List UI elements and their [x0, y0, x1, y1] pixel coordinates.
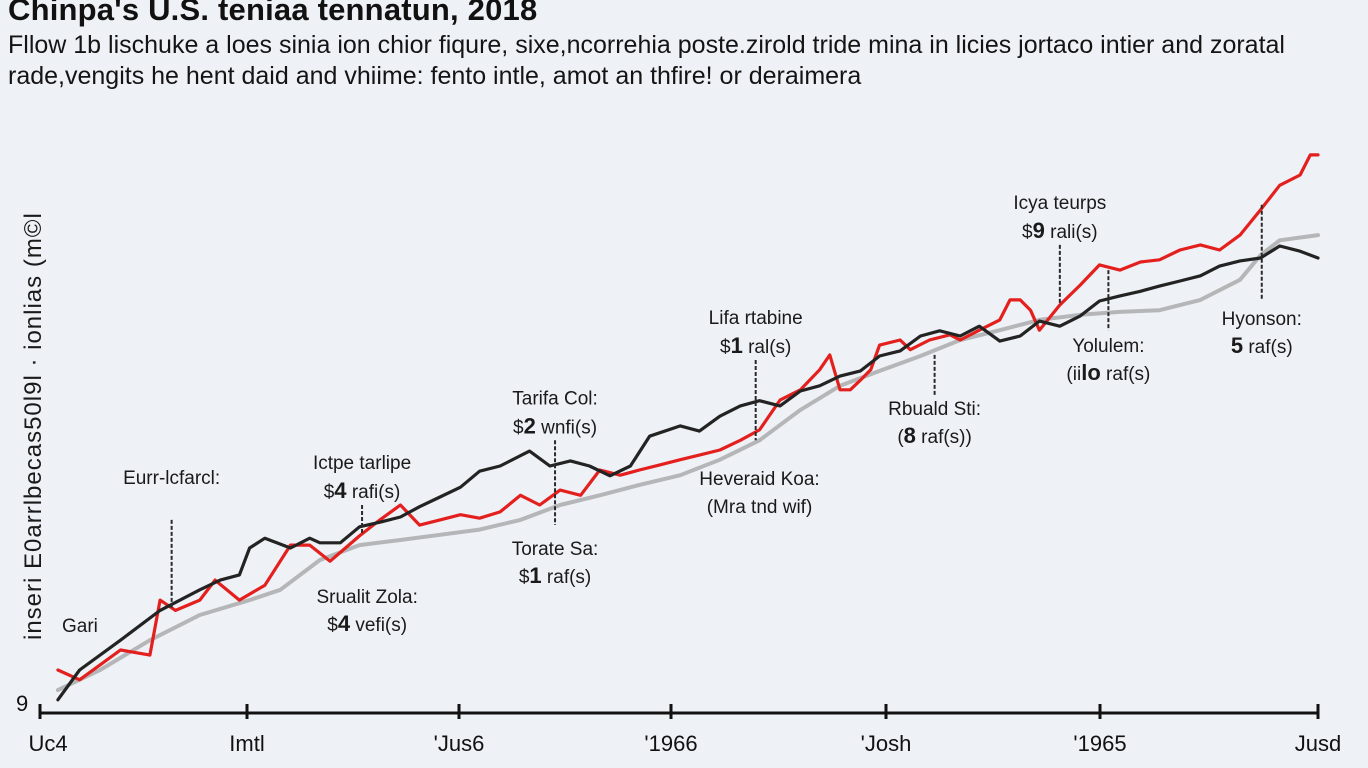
annotation-value-prefix: $ [519, 567, 530, 588]
annotation-value-suffix: vefi(s) [350, 615, 407, 636]
annotation-value: (8 raf(s)) [897, 423, 972, 448]
x-tick-label: Uc4 [28, 731, 67, 756]
annotation: Srualit Zola: $4 vefi(s) [316, 587, 417, 636]
annotation-value-number: 9 [1033, 218, 1045, 243]
annotation-value-suffix: raf(s) [1243, 337, 1293, 358]
annotation-value-suffix: rali(s) [1045, 222, 1098, 243]
annotation: Eurr-lcfarcl: [123, 468, 220, 610]
annotation-value-suffix: raf(s) [542, 567, 592, 588]
annotation-value: $1 raf(s) [519, 563, 591, 588]
annotation-value: (Mra tnd wif) [707, 497, 813, 518]
annotation-value-prefix: $ [513, 417, 524, 438]
annotation-value: (iilo raf(s) [1066, 360, 1150, 385]
annotation-title: Torate Sa: [512, 539, 599, 560]
annotation-title: Icya teurps [1013, 193, 1106, 214]
annotation-value-number: 4 [338, 611, 351, 636]
annotation: Tarifa Col: $2 wnfi(s) [512, 388, 598, 526]
annotation-value-suffix: raf(s) [1101, 364, 1151, 385]
annotation-value-prefix: $ [324, 482, 335, 503]
annotation: Gari [62, 616, 98, 637]
annotation-title: Tarifa Col: [512, 388, 598, 409]
annotation-title: Gari [62, 616, 98, 637]
annotation-value-suffix: Mra tnd wif) [713, 497, 812, 518]
annotation-value-prefix: (ii [1066, 364, 1081, 385]
annotation: Heveraid Koa: (Mra tnd wif) [699, 469, 819, 518]
gray-series-line [55, 233, 1320, 693]
series-layer [55, 153, 1320, 702]
annotation-title: Rbuald Sti: [888, 399, 981, 420]
annotation: Torate Sa: $1 raf(s) [512, 539, 599, 588]
annotation-title: Yolulem: [1072, 336, 1144, 357]
annotation: Lifa rtabine $1 ral(s) [709, 308, 803, 441]
annotation-value-number: 8 [904, 423, 916, 448]
annotation-title: Eurr-lcfarcl: [123, 468, 220, 489]
annotation-value-prefix: $ [720, 337, 731, 358]
annotation: Rbuald Sti: (8 raf(s)) [888, 354, 981, 448]
x-axis: Uc4 Imtl 'Jus6 '1966 'Josh '1965 Jusd 9 [16, 691, 1341, 756]
annotation-title: Heveraid Koa: [699, 469, 819, 490]
annotation-layer: Eurr-lcfarcl: Gari Ictpe tarlipe $4 rafi(s)… [62, 193, 1302, 637]
x-tick-label: '1966 [644, 731, 697, 756]
x-tick-label: 'Jus6 [434, 731, 485, 756]
annotation-value-prefix: ( [707, 497, 714, 518]
annotation: Yolulem: (iilo raf(s) [1066, 270, 1150, 385]
chart-subtitle: Fllow 1b lischuke a loes sinia ion chior… [8, 31, 1285, 90]
annotation-title: Lifa rtabine [709, 308, 803, 329]
annotation-value: $4 rafi(s) [324, 478, 401, 503]
annotation: Hyonson: 5 raf(s) [1222, 204, 1302, 358]
annotation-value-number: 1 [529, 563, 541, 588]
annotation-title: Hyonson: [1222, 309, 1302, 330]
y-origin-label: 9 [16, 691, 28, 716]
annotation-value-suffix: rafi(s) [347, 482, 401, 503]
x-tick-label: Jusd [1295, 731, 1341, 756]
annotation-value-number: 4 [334, 478, 347, 503]
annotation-value-suffix: raf(s)) [916, 427, 972, 448]
annotation-value: $9 rali(s) [1022, 218, 1098, 243]
black-series-line [56, 244, 1320, 702]
annotation-value-number: 1 [731, 333, 743, 358]
annotation-value-prefix: ( [897, 427, 904, 448]
annotation-value-number: 2 [524, 413, 536, 438]
annotation-value: $4 vefi(s) [327, 611, 407, 636]
annotation-value: $1 ral(s) [720, 333, 791, 358]
annotation: Icya teurps $9 rali(s) [1013, 193, 1106, 306]
annotation-value-suffix: ral(s) [743, 337, 792, 358]
x-tick-label: '1965 [1073, 731, 1126, 756]
annotation-value-prefix: $ [327, 615, 338, 636]
annotation-title: Ictpe tarlipe [313, 453, 411, 474]
annotation-value-prefix: $ [1022, 222, 1033, 243]
x-tick-label: Imtl [229, 731, 264, 756]
red-series-line [56, 153, 1320, 682]
x-tick-label: 'Josh [861, 731, 912, 756]
annotation-value-suffix: wnfi(s) [536, 417, 597, 438]
annotation-value-number: 5 [1231, 333, 1243, 358]
chart-title: Chinpa's U.S. teniaa tennatun, 2018 [8, 0, 538, 27]
annotation-title: Srualit Zola: [316, 587, 417, 608]
annotation-value: $2 wnfi(s) [513, 413, 597, 438]
annotation-value: 5 raf(s) [1231, 333, 1293, 358]
annotation-value-number: lo [1081, 360, 1101, 385]
annotation: Ictpe tarlipe $4 rafi(s) [313, 453, 411, 535]
